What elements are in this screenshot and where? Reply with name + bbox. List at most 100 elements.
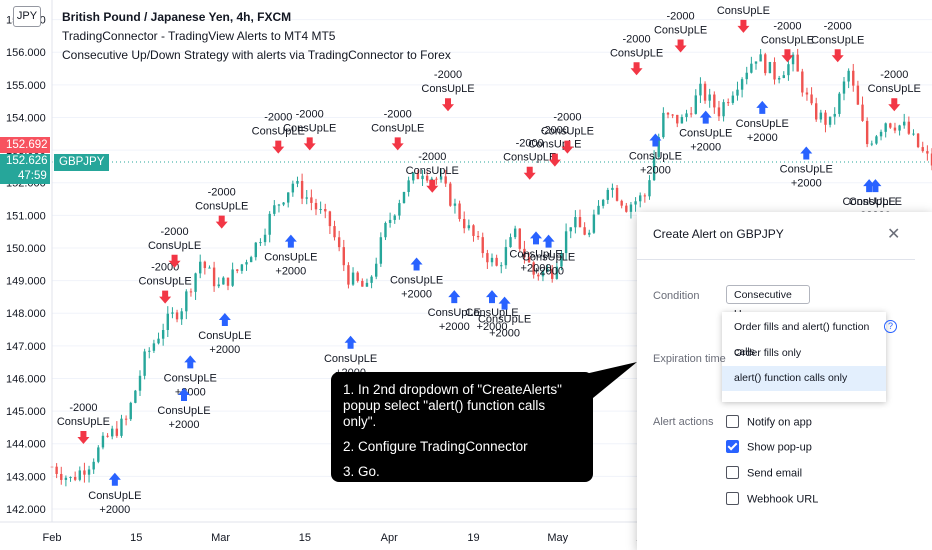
signal-value: +2000 (477, 321, 508, 333)
condition-label: Condition (653, 290, 700, 302)
candle-body (370, 276, 373, 283)
candle-body (541, 271, 545, 277)
buy-signal: ConsUpLE +2000 (88, 472, 141, 516)
candle-body (268, 213, 271, 235)
candle-body (157, 338, 160, 344)
candle-body (435, 178, 438, 180)
currency-badge[interactable]: JPY (13, 6, 41, 27)
price-axis: 142.000 143.000 144.000 145.000 146.000 147.0… (6, 0, 53, 522)
candle-body (277, 204, 281, 206)
candle-body (365, 282, 369, 287)
checkbox-checked[interactable] (726, 440, 739, 453)
candle-body (138, 375, 142, 391)
signal-value: -2000 (161, 226, 189, 238)
dropdown-option-order-fills-and-alerts[interactable]: Order fills and alert() function calls (734, 321, 870, 358)
signal-value: +2000 (209, 344, 240, 356)
candle-body (208, 267, 211, 269)
candle-body (166, 313, 169, 330)
candle-body (518, 228, 521, 249)
help-icon[interactable]: ? (884, 320, 897, 333)
candle-body (847, 70, 850, 82)
candle-body (893, 127, 897, 131)
last-price: 152.626 (6, 155, 48, 167)
signal-label: ConsUpLE (421, 83, 474, 95)
dialog-divider (637, 259, 915, 260)
bar-countdown: 47:59 (18, 170, 47, 182)
y-tick-label: 150.000 (6, 243, 46, 255)
candle-body (55, 466, 58, 474)
signal-label: ConsUpLE (868, 83, 921, 95)
show-popup-checkbox[interactable]: Show pop-up (726, 440, 812, 454)
close-icon[interactable]: ✕ (887, 226, 901, 243)
candle-body (685, 113, 688, 118)
candles (50, 48, 932, 487)
checkbox-unchecked[interactable] (726, 492, 739, 505)
candle-body (416, 172, 420, 180)
signal-value: +2000 (640, 165, 671, 177)
send-email-checkbox[interactable]: Send email (726, 466, 802, 480)
signal-value: -2000 (384, 108, 412, 120)
signal-value: -2000 (208, 187, 236, 199)
candle-body (393, 215, 396, 220)
x-tick-label: Apr (381, 532, 398, 544)
candle-body (236, 269, 239, 271)
candle-body (930, 153, 932, 166)
sell-arrow-icon (523, 166, 536, 180)
checkbox-unchecked[interactable] (726, 415, 739, 428)
signal-label: ConsUpLE (195, 201, 248, 213)
buy-signal: ConsUpLE +2000 (157, 387, 211, 431)
candle-body (551, 268, 554, 279)
candle-body (310, 197, 313, 203)
create-alert-dialog: Create Alert on GBPJPY ✕ Condition Conse… (637, 212, 932, 550)
candle-body (273, 205, 276, 214)
dropdown-option-order-fills-only[interactable]: Order fills only (734, 347, 802, 359)
candle-body (546, 268, 549, 272)
candle-body (615, 187, 619, 201)
notify-on-app-checkbox[interactable]: Notify on app (726, 415, 812, 429)
dropdown-option-alert-calls-only[interactable]: alert() function calls only (722, 366, 886, 391)
sell-signal: -2000 ConsUpLE (252, 112, 305, 154)
candle-body (500, 265, 503, 267)
sell-signal: -2000 ConsUpLE (654, 10, 707, 53)
candle-body (495, 257, 498, 266)
candle-body (532, 262, 535, 275)
signal-label: ConsUpLE (406, 165, 459, 177)
candle-body (444, 176, 447, 184)
candle-body (708, 94, 711, 101)
signal-value: +2000 (401, 288, 432, 300)
candle-body (342, 247, 345, 266)
candle-body (597, 205, 600, 215)
candle-body (143, 351, 146, 376)
candle-body (689, 113, 693, 115)
checkbox-unchecked[interactable] (726, 466, 739, 479)
signal-value: +2000 (533, 266, 564, 278)
signal-value: -2000 (824, 20, 852, 32)
candle-body (703, 83, 707, 101)
candle-body (560, 253, 563, 267)
y-tick-label: 144.000 (6, 439, 46, 451)
buy-signal: ConsUpLE +2000 (264, 234, 317, 278)
webhook-url-checkbox[interactable]: Webhook URL (726, 492, 818, 506)
signal-label: ConsUpLE (57, 416, 110, 428)
signal-label: ConsUpLE (88, 490, 141, 502)
signal-label: ConsUpLE (198, 330, 251, 342)
signal-value: -2000 (264, 112, 292, 124)
signal-label: ConsUpLE (541, 126, 594, 138)
signal-label: ConsUpLE (478, 314, 531, 326)
condition-select[interactable]: Consecutive U... ▼ (726, 285, 810, 320)
candle-body (643, 195, 647, 197)
sell-arrow-icon (77, 430, 90, 444)
candle-body (375, 263, 378, 277)
signal-value: +2000 (99, 504, 130, 516)
signal-label: ConsUpLE (503, 152, 556, 164)
candle-body (245, 262, 248, 265)
candle-body (731, 95, 735, 103)
candle-body (838, 93, 841, 114)
candle-body (319, 209, 322, 211)
sell-signal: -2000 ConsUpLE (406, 151, 459, 193)
candle-body (620, 200, 623, 206)
sell-arrow-icon (391, 137, 404, 151)
candle-body (727, 102, 730, 104)
buy-arrow-icon (410, 257, 423, 271)
